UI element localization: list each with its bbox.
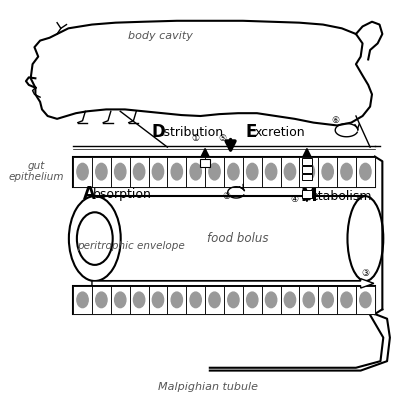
Bar [111, 286, 129, 314]
Bar [280, 156, 299, 187]
Bar [186, 156, 205, 187]
Text: food bolus: food bolus [208, 232, 269, 245]
Text: etabolism: etabolism [311, 190, 372, 203]
Bar [148, 286, 168, 314]
Bar [186, 286, 205, 314]
Ellipse shape [303, 292, 314, 308]
Ellipse shape [247, 163, 258, 180]
Text: body cavity: body cavity [128, 31, 193, 41]
Ellipse shape [303, 163, 314, 180]
Bar [205, 286, 224, 314]
Bar [73, 156, 92, 187]
Ellipse shape [190, 292, 201, 308]
Ellipse shape [360, 292, 371, 308]
Ellipse shape [77, 212, 113, 265]
Ellipse shape [360, 163, 371, 180]
Ellipse shape [247, 292, 258, 308]
Bar [243, 286, 262, 314]
Bar [299, 156, 318, 187]
Text: gut
epithelium: gut epithelium [8, 161, 64, 182]
Bar [302, 190, 312, 198]
Ellipse shape [114, 292, 126, 308]
Bar [302, 174, 312, 180]
Bar [356, 286, 375, 314]
Text: xcretion: xcretion [255, 126, 306, 138]
Ellipse shape [133, 292, 145, 308]
Bar [168, 286, 186, 314]
Bar [337, 156, 356, 187]
Bar [302, 166, 312, 172]
Bar [262, 286, 280, 314]
Ellipse shape [347, 196, 383, 281]
Text: D: D [151, 123, 165, 141]
Bar [73, 286, 92, 314]
Bar [205, 156, 224, 187]
FancyArrow shape [92, 279, 374, 288]
Ellipse shape [171, 292, 183, 308]
Ellipse shape [171, 163, 183, 180]
Bar [129, 286, 148, 314]
Bar [148, 156, 168, 187]
Bar [224, 156, 243, 187]
Bar [318, 156, 337, 187]
Bar [280, 286, 299, 314]
Bar [92, 286, 111, 314]
Ellipse shape [265, 292, 277, 308]
Ellipse shape [265, 163, 277, 180]
Bar [73, 286, 375, 314]
Bar [356, 156, 375, 187]
Ellipse shape [341, 292, 352, 308]
Bar [129, 156, 148, 187]
Bar [92, 156, 111, 187]
Ellipse shape [322, 292, 333, 308]
Ellipse shape [77, 163, 88, 180]
Text: ⑥: ⑥ [331, 116, 339, 125]
Ellipse shape [209, 292, 220, 308]
Bar [94, 196, 366, 281]
Text: peritrophic envelope: peritrophic envelope [77, 241, 185, 251]
Text: ①: ① [192, 134, 200, 143]
Text: ⑤: ⑤ [218, 134, 226, 143]
Ellipse shape [209, 163, 220, 180]
Ellipse shape [96, 163, 107, 180]
Ellipse shape [96, 292, 107, 308]
Ellipse shape [152, 292, 164, 308]
Bar [224, 286, 243, 314]
Ellipse shape [228, 163, 239, 180]
Bar [243, 156, 262, 187]
Bar [262, 156, 280, 187]
Ellipse shape [114, 163, 126, 180]
Ellipse shape [322, 163, 333, 180]
Ellipse shape [284, 292, 295, 308]
Bar [111, 156, 129, 187]
Ellipse shape [77, 292, 88, 308]
Text: Malpighian tubule: Malpighian tubule [158, 382, 258, 392]
Text: ③: ③ [361, 270, 369, 278]
Ellipse shape [133, 163, 145, 180]
Ellipse shape [228, 292, 239, 308]
Bar [318, 286, 337, 314]
Text: A: A [82, 185, 95, 203]
Ellipse shape [152, 163, 164, 180]
Ellipse shape [341, 163, 352, 180]
Text: ④: ④ [291, 196, 299, 204]
Text: E: E [246, 123, 257, 141]
Bar [299, 286, 318, 314]
Text: ②: ② [223, 192, 231, 201]
Ellipse shape [190, 163, 201, 180]
Text: istribution: istribution [161, 126, 224, 138]
Bar [73, 156, 375, 187]
Bar [168, 156, 186, 187]
Ellipse shape [69, 196, 121, 281]
Ellipse shape [284, 163, 295, 180]
Bar [200, 159, 210, 167]
Text: M: M [300, 187, 317, 205]
Bar [302, 158, 312, 165]
Bar [337, 286, 356, 314]
Text: bsorption: bsorption [93, 188, 152, 201]
